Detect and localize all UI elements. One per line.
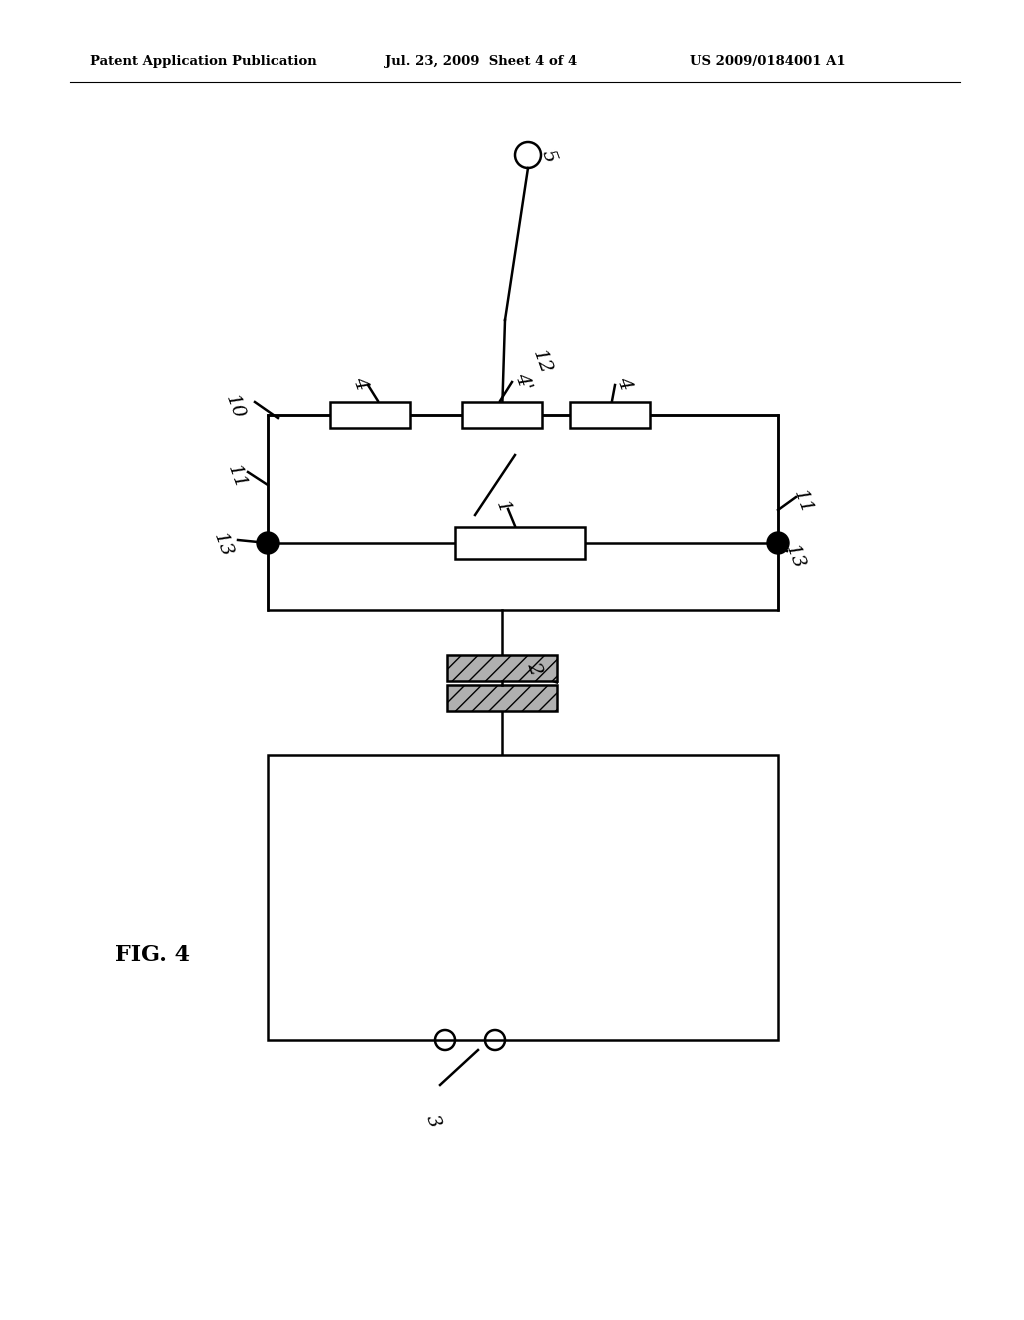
Bar xyxy=(330,403,410,428)
Text: FIG. 4: FIG. 4 xyxy=(115,944,190,966)
Bar xyxy=(462,403,542,428)
Text: 4: 4 xyxy=(613,374,635,392)
Text: 11: 11 xyxy=(223,462,249,491)
Text: 10: 10 xyxy=(221,392,247,421)
Circle shape xyxy=(257,532,279,554)
Text: 11: 11 xyxy=(790,487,815,516)
Text: 12: 12 xyxy=(528,347,554,376)
Text: 5: 5 xyxy=(538,147,559,165)
Text: 4': 4' xyxy=(512,370,535,393)
Text: 2: 2 xyxy=(523,660,545,677)
Bar xyxy=(455,527,585,558)
Bar xyxy=(268,414,778,610)
Text: 3: 3 xyxy=(422,1111,442,1130)
Bar xyxy=(570,403,650,428)
Text: 4: 4 xyxy=(349,374,371,392)
Text: 13: 13 xyxy=(781,543,807,572)
Bar xyxy=(447,685,557,710)
Text: Patent Application Publication: Patent Application Publication xyxy=(90,55,316,69)
Circle shape xyxy=(767,532,790,554)
Text: 13: 13 xyxy=(210,529,234,560)
Text: US 2009/0184001 A1: US 2009/0184001 A1 xyxy=(690,55,846,69)
Text: Jul. 23, 2009  Sheet 4 of 4: Jul. 23, 2009 Sheet 4 of 4 xyxy=(385,55,578,69)
Text: 1: 1 xyxy=(492,498,513,516)
Bar xyxy=(447,655,557,681)
Bar xyxy=(268,755,778,1040)
